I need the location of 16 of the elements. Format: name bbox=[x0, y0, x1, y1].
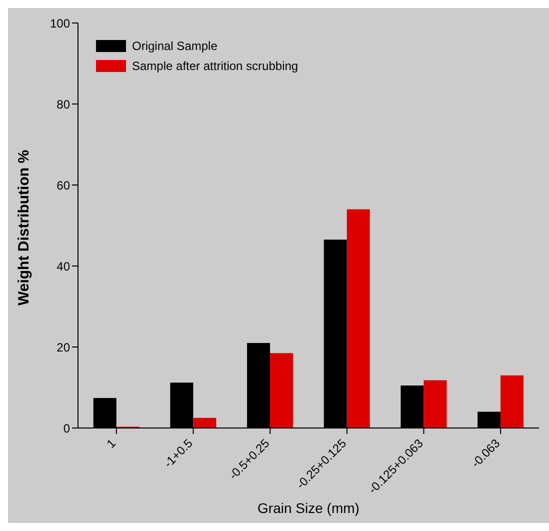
y-tick-label: 60 bbox=[56, 178, 70, 192]
x-tick-label: 1 bbox=[104, 436, 119, 451]
y-axis-title: Weight Distribution % bbox=[15, 150, 32, 306]
y-tick-label: 80 bbox=[56, 97, 70, 112]
bar bbox=[346, 209, 370, 428]
bar bbox=[270, 353, 294, 428]
legend-label: Sample after attrition scrubbing bbox=[132, 58, 298, 75]
bar bbox=[500, 375, 524, 428]
bar bbox=[193, 418, 216, 428]
x-axis-title: Grain Size (mm) bbox=[258, 500, 360, 516]
y-tick-label: 100 bbox=[50, 16, 70, 30]
bar bbox=[424, 380, 447, 428]
y-tick-label: 20 bbox=[56, 340, 70, 354]
y-tick-label: 40 bbox=[56, 259, 70, 274]
legend-label: Original Sample bbox=[132, 38, 218, 55]
y-tick-label: 0 bbox=[63, 421, 70, 436]
